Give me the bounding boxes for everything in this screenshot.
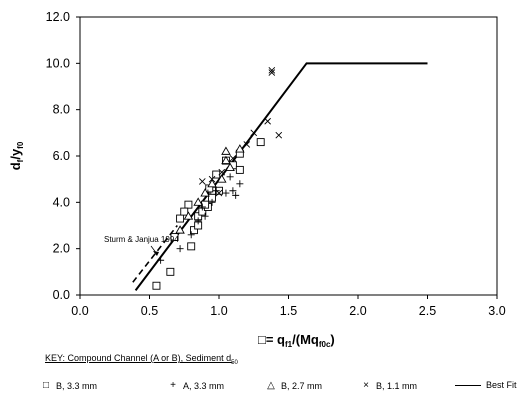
point-x bbox=[229, 154, 237, 162]
point-plus bbox=[157, 256, 165, 264]
key-subscript: 50 bbox=[231, 359, 238, 366]
x-tick-label: 0.5 bbox=[141, 304, 158, 318]
y-title-mid: /y bbox=[8, 148, 23, 160]
chart-key: KEY: Compound Channel (A or B), Sediment… bbox=[45, 353, 238, 366]
point-plus bbox=[222, 189, 230, 197]
point-x bbox=[218, 168, 226, 176]
plot-frame bbox=[79, 16, 498, 296]
point-plus bbox=[187, 231, 195, 239]
point-x bbox=[199, 178, 206, 185]
y-title-sub1: f bbox=[16, 159, 25, 162]
point-triangle bbox=[217, 174, 227, 183]
point-triangle bbox=[175, 225, 185, 234]
point-triangle bbox=[221, 155, 231, 165]
y-tick-label: 0.0 bbox=[53, 288, 70, 302]
point-triangle bbox=[207, 178, 217, 188]
x-title-sub1: f1 bbox=[285, 340, 293, 349]
point-square bbox=[190, 226, 198, 235]
square-icon: □ bbox=[42, 380, 50, 391]
legend-label: B, 1.1 mm bbox=[376, 380, 418, 391]
point-plus bbox=[232, 191, 240, 199]
point-triangle bbox=[200, 188, 210, 197]
point-square bbox=[187, 242, 196, 251]
key-text: KEY: Compound Channel (A or B), Sediment… bbox=[45, 353, 232, 363]
annotation-arrowhead bbox=[153, 251, 159, 256]
sturm-janjua-line bbox=[132, 225, 178, 283]
x-title-sub2: f0c bbox=[319, 340, 331, 349]
triangle-icon: △ bbox=[267, 380, 275, 391]
x-title-mid: /(Mq bbox=[292, 332, 319, 347]
x-axis-title: □= qf1/(Mqf0c) bbox=[258, 332, 335, 349]
y-axis: 0.0 2.0 4.0 6.0 8.0 10.0 12.0 bbox=[46, 10, 80, 302]
point-square bbox=[184, 200, 193, 209]
point-x bbox=[268, 69, 276, 76]
x-tick-label: 3.0 bbox=[488, 304, 505, 318]
point-x bbox=[264, 117, 271, 125]
point-plus bbox=[236, 180, 244, 188]
legend-item-b-3-3mm: □ B, 3.3 mm bbox=[40, 380, 97, 391]
x-axis: 0.0 0.5 1.0 1.5 2.0 2.5 3.0 bbox=[71, 295, 506, 318]
x-tick-label: 2.5 bbox=[419, 304, 436, 318]
point-triangle bbox=[235, 144, 245, 153]
point-plus bbox=[229, 187, 237, 195]
fit-lines bbox=[132, 62, 428, 291]
point-square bbox=[152, 281, 161, 290]
y-tick-label: 12.0 bbox=[46, 10, 70, 24]
data-points bbox=[152, 66, 283, 290]
y-tick-label: 6.0 bbox=[53, 149, 70, 163]
point-plus bbox=[176, 245, 184, 253]
y-axis-title: df/yf0 bbox=[8, 141, 25, 170]
y-title-main: d bbox=[8, 162, 23, 170]
point-x bbox=[268, 66, 276, 74]
point-plus bbox=[226, 173, 234, 181]
x-tick-label: 2.0 bbox=[349, 304, 366, 318]
y-tick-label: 10.0 bbox=[46, 56, 70, 70]
point-square bbox=[256, 138, 265, 147]
y-title-sub2: f0 bbox=[16, 141, 25, 149]
point-square bbox=[170, 233, 179, 242]
point-square bbox=[166, 267, 175, 276]
legend-item-best-fit: Best Fit bbox=[455, 380, 517, 390]
x-tick-label: 1.5 bbox=[280, 304, 297, 318]
point-triangle bbox=[221, 146, 231, 155]
point-x bbox=[250, 129, 258, 137]
legend-label: B, 3.3 mm bbox=[56, 380, 98, 391]
point-square bbox=[180, 207, 189, 216]
y-tick-label: 2.0 bbox=[53, 242, 70, 256]
point-square bbox=[235, 165, 244, 174]
y-tick-label: 8.0 bbox=[53, 103, 70, 117]
point-x bbox=[275, 131, 283, 139]
x-tick-label: 1.0 bbox=[210, 304, 227, 318]
point-triangle bbox=[193, 197, 203, 206]
x-tick-label: 0.0 bbox=[71, 304, 88, 318]
point-triangle bbox=[183, 211, 194, 220]
point-plus bbox=[201, 212, 209, 220]
best-fit-line bbox=[134, 62, 428, 291]
x-icon: × bbox=[363, 380, 369, 391]
point-triangle bbox=[225, 162, 235, 172]
legend-label: Best Fit bbox=[486, 380, 517, 390]
point-plus bbox=[208, 198, 216, 206]
point-square bbox=[176, 214, 185, 223]
point-plus bbox=[198, 203, 206, 211]
legend-label: B, 2.7 mm bbox=[281, 380, 323, 391]
sturm-janjua-annotation: Sturm & Janjua 1994 bbox=[104, 235, 179, 244]
point-x bbox=[208, 175, 216, 183]
legend-item-a-3-3mm: + A, 3.3 mm bbox=[167, 380, 224, 391]
plus-icon: + bbox=[170, 380, 176, 391]
x-title-main: □= q bbox=[258, 332, 285, 347]
point-plus bbox=[194, 217, 202, 225]
y-tick-label: 4.0 bbox=[53, 195, 70, 209]
legend-label: A, 3.3 mm bbox=[183, 380, 225, 391]
line-icon bbox=[455, 384, 481, 386]
point-x bbox=[215, 189, 223, 197]
x-title-end: ) bbox=[330, 332, 334, 347]
point-x bbox=[243, 141, 251, 148]
legend-item-b-2-7mm: △ B, 2.7 mm bbox=[265, 380, 322, 391]
legend-item-b-1-1mm: × B, 1.1 mm bbox=[360, 380, 417, 391]
